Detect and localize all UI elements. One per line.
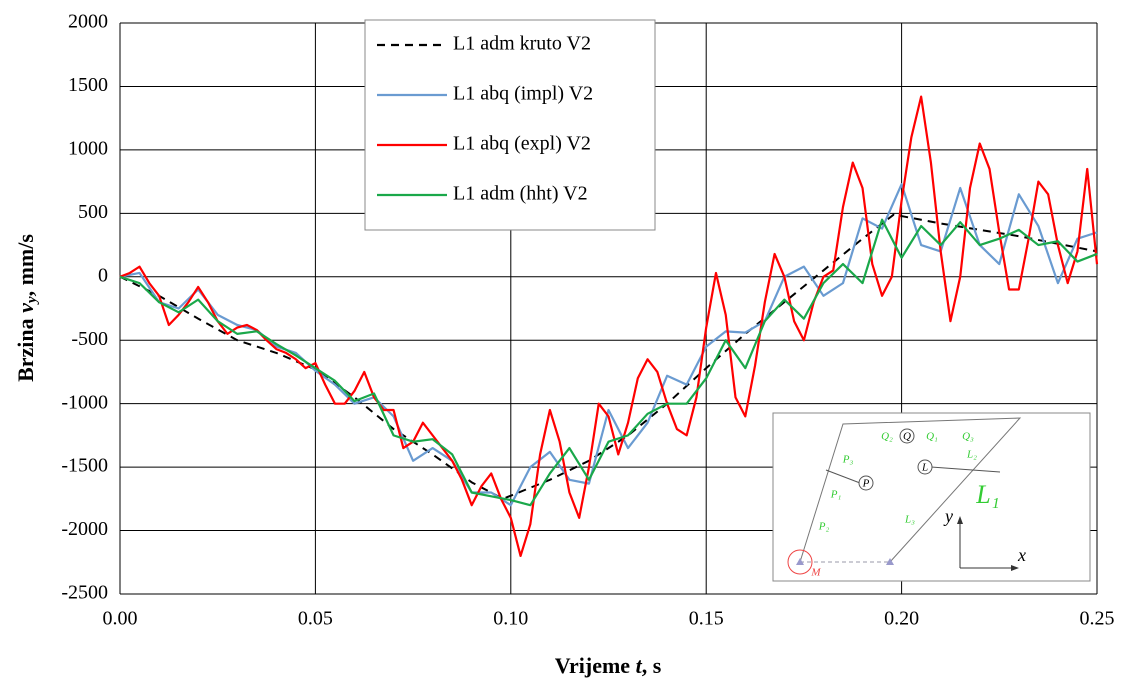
y-label-text: Brzina	[13, 313, 38, 382]
legend-label: L1 adm (hht) V2	[453, 183, 588, 205]
series-line	[119, 95, 1099, 558]
support	[796, 558, 804, 565]
inset-label: L	[921, 462, 928, 474]
y-tick-label: 1500	[68, 74, 108, 96]
y-tick-label: 1000	[68, 137, 108, 159]
inset-label: Q₃	[962, 431, 974, 443]
inset-label: P₁	[830, 489, 842, 501]
series-line	[119, 213, 1098, 500]
y-label-var: v	[13, 303, 38, 313]
x-axis-label: Vrijeme t, s	[555, 653, 662, 678]
legend-label: L1 abq (impl) V2	[453, 83, 593, 105]
y-tick-label: -500	[71, 328, 108, 350]
joint	[917, 459, 933, 475]
y-tick-label: 2000	[68, 11, 108, 33]
inset-label: P₂	[818, 521, 830, 533]
y-tick-label: -1500	[61, 455, 108, 477]
x-label-text: Vrijeme	[555, 653, 636, 678]
y-tick-label: -2000	[61, 518, 108, 540]
joint	[858, 475, 874, 491]
y-tick-label: -1000	[61, 391, 108, 413]
inset-label: L₂	[966, 449, 977, 461]
x-tick-label: 0.25	[1080, 608, 1115, 630]
mechanism-outline	[799, 417, 1022, 563]
inset-label: x	[1017, 545, 1026, 565]
link	[930, 466, 1001, 473]
joint	[899, 428, 915, 444]
inset-frame	[772, 412, 1091, 582]
y-axis-label: Brzina vy, mm/s	[13, 234, 40, 382]
legend-label: L1 adm kruto V2	[453, 33, 591, 55]
arrow-head	[957, 516, 963, 524]
x-label-var: t	[636, 653, 643, 678]
inset-label: Q₂	[881, 431, 893, 443]
x-tick-label: 0.00	[103, 608, 138, 630]
legend: L1 adm kruto V2 L1 abq (impl) V2 L1 abq (e…	[364, 19, 656, 231]
inset-label: L₃	[904, 514, 915, 526]
x-tick-label: 0.20	[884, 608, 919, 630]
y-tick-label: -2500	[61, 582, 108, 604]
y-tick-label: 0	[98, 264, 108, 286]
inset-label: M	[810, 567, 821, 579]
x-label-unit: , s	[642, 653, 662, 678]
inset-label: Q₁	[926, 431, 938, 443]
y-tick-label: 500	[78, 201, 108, 223]
legend-label: L1 abq (expl) V2	[453, 133, 591, 155]
support	[886, 558, 894, 565]
y-label-sub: y	[24, 296, 40, 305]
link	[825, 469, 861, 484]
x-tick-label: 0.05	[298, 608, 333, 630]
series-line	[119, 218, 1098, 507]
inset-label: P	[862, 478, 870, 490]
inset-diagram: Q₂ Q Q₁ Q₃ L₂ L P₃ P P₁ L₁ P₂ L₃ y x M	[772, 412, 1091, 582]
arrow-head	[1011, 565, 1019, 571]
moment	[787, 549, 813, 575]
x-tick-label: 0.15	[689, 608, 724, 630]
x-tick-label: 0.10	[493, 608, 528, 630]
inset-label: Q	[903, 431, 911, 443]
inset-label: L₁	[975, 480, 1000, 509]
y-label-unit: , mm/s	[13, 234, 38, 297]
inset-label: P₃	[842, 454, 854, 466]
inset-label: y	[943, 506, 953, 526]
